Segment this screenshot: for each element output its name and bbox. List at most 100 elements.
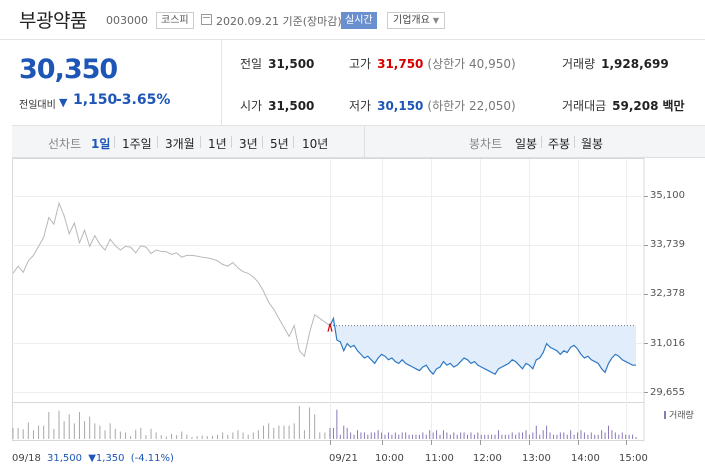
volume-bar [398, 434, 400, 439]
tab-daily[interactable]: 일봉 [515, 137, 538, 151]
volume-bar [357, 430, 359, 439]
tab-monthly[interactable]: 월봉 [581, 137, 604, 151]
open-cell: 시가 31,500 [240, 97, 314, 114]
volume-bar [607, 425, 609, 439]
volume-bar [628, 434, 630, 439]
volume-bar [324, 432, 326, 439]
tab-1w[interactable]: 1주일 [122, 137, 152, 151]
tab-5y[interactable]: 5년 [270, 137, 289, 151]
volume-bar [27, 422, 29, 439]
volume-bar [384, 434, 386, 439]
tab-divider [200, 136, 201, 148]
x-tick-label: 09/21 [329, 453, 358, 464]
tab-divider [541, 136, 542, 148]
volume-bar [546, 425, 548, 439]
volume-bar [367, 434, 369, 439]
prev-day-arrow-icon: ▼ [88, 453, 96, 464]
volume-bar [522, 432, 524, 439]
prev-day-change-pct: (-4.11%) [130, 453, 174, 464]
volume-bar [155, 432, 157, 439]
x-tick-label: 15:00 [619, 453, 648, 464]
realtime-button[interactable]: 실시간 [341, 12, 377, 29]
chart-frame [12, 158, 645, 441]
volume-bar [48, 412, 50, 439]
volume-bar [124, 432, 126, 439]
tab-divider [293, 136, 294, 148]
volume-bar [232, 432, 234, 439]
stock-code: 003000 [106, 14, 148, 27]
y-tick-label: 29,655 [650, 387, 685, 398]
volume-bar [477, 432, 479, 439]
chevron-down-icon: ▼ [432, 16, 439, 25]
volume-bar [104, 430, 106, 439]
intraday-chart[interactable]: 35,100 33,739 32,378 31,016 29,655 거래량 0… [12, 158, 705, 470]
high-label: 고가 [349, 57, 372, 71]
volume-bar [614, 432, 616, 439]
volume-bar [601, 430, 603, 439]
y-tick-label: 32,378 [650, 288, 685, 299]
current-price: 30,350 [19, 54, 118, 85]
tab-weekly[interactable]: 주봉 [548, 137, 571, 151]
date-suffix: 기준(장마감) [282, 15, 342, 28]
tab-3m[interactable]: 3개월 [165, 137, 195, 151]
low-cell: 저가 30,150 (하한가 22,050) [349, 97, 516, 114]
volume-bar [298, 406, 300, 439]
corp-info-label: 기업개요 [393, 15, 430, 26]
volume-bar [283, 425, 285, 439]
current-price-panel: 30,350 전일대비 ▼ 1,150 -3.65% [12, 40, 222, 126]
tab-10y[interactable]: 10년 [302, 137, 329, 151]
volume-bar [201, 435, 203, 439]
volume-bar [566, 434, 568, 439]
tab-divider [574, 136, 575, 148]
volume-bar [171, 433, 172, 439]
y-tick-label: 35,100 [650, 190, 685, 201]
x-tick-label: 11:00 [425, 453, 454, 464]
volume-bar [484, 434, 486, 439]
tab-1d[interactable]: 1일 [91, 137, 111, 151]
tab-3y[interactable]: 3년 [239, 137, 258, 151]
volume-bar [43, 425, 45, 439]
volume-bar [257, 430, 259, 439]
volume-bar [387, 432, 389, 439]
volume-bar [63, 421, 65, 439]
corp-info-dropdown[interactable]: 기업개요 ▼ [387, 12, 445, 29]
volume-bar [408, 434, 410, 439]
change-value: 1,150 [73, 92, 118, 108]
volume-bar [480, 434, 482, 439]
x-tick-label: 10:00 [375, 453, 404, 464]
upper-limit: (상한가 40,950) [427, 57, 516, 71]
volume-bar [625, 434, 627, 439]
volume-bar [17, 427, 19, 439]
market-badge: 코스피 [156, 12, 194, 29]
volume-bar [539, 434, 541, 439]
volume-bar [206, 436, 208, 439]
amount-label: 거래대금 [562, 99, 607, 113]
candle-chart-caption: 봉차트 [469, 137, 503, 151]
volume-value: 1,928,699 [601, 57, 669, 71]
x-tick-label: 12:00 [473, 453, 502, 464]
volume-bar [145, 435, 147, 439]
x-tick-label: 14:00 [571, 453, 600, 464]
volume-bar [632, 434, 634, 439]
tab-1y[interactable]: 1년 [208, 137, 227, 151]
volume-bar [114, 428, 116, 439]
volume-bar [549, 432, 551, 439]
volume-bar [353, 434, 355, 439]
volume-bar [391, 434, 393, 439]
volume-bar [191, 437, 193, 439]
low-label: 저가 [349, 99, 372, 113]
volume-cell: 거래량 1,928,699 [562, 55, 669, 72]
volume-bar [532, 432, 534, 439]
volume-bar [119, 431, 121, 439]
volume-bar [329, 427, 331, 439]
volume-bar [68, 414, 70, 439]
volume-bar [446, 432, 448, 439]
volume-bar [618, 434, 620, 439]
amount-unit: 백만 [662, 99, 685, 113]
volume-bar [247, 434, 249, 439]
tab-divider [231, 136, 232, 148]
volume-bar [611, 430, 613, 439]
volume-bar [84, 421, 86, 439]
high-cell: 고가 31,750 (상한가 40,950) [349, 55, 516, 72]
volume-bar [293, 423, 295, 439]
